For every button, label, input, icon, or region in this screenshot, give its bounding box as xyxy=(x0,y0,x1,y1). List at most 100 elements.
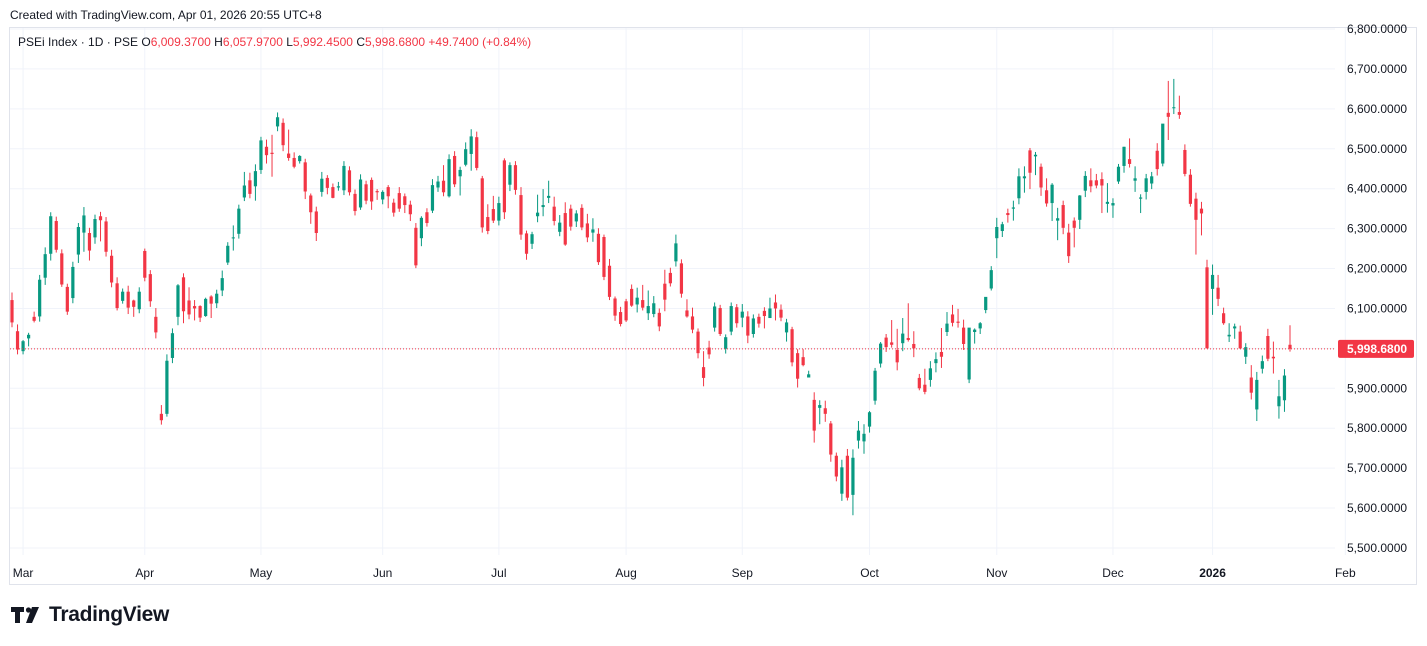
chart-frame[interactable] xyxy=(9,27,1417,585)
candle-body xyxy=(773,302,778,309)
candle-body xyxy=(939,351,944,357)
candle-body xyxy=(757,316,761,324)
candle-body xyxy=(486,217,490,232)
tradingview-logo[interactable]: TradingView xyxy=(11,603,169,627)
price-tick-label: 6,400.0000 xyxy=(1347,182,1407,196)
candle-body xyxy=(414,227,418,266)
candle-body xyxy=(1061,205,1065,228)
candle-body xyxy=(829,423,833,455)
candle-body xyxy=(685,310,689,317)
candle-body xyxy=(657,312,661,327)
candle-body xyxy=(452,155,457,185)
candle-body xyxy=(956,321,960,323)
candle-body xyxy=(1127,159,1132,164)
candle-body xyxy=(823,408,827,414)
time-axis[interactable]: MarAprMayJunJulAugSepOctNovDec2026FebMar… xyxy=(13,566,1427,580)
time-tick-label: Dec xyxy=(1102,566,1123,580)
candle-body xyxy=(109,255,114,283)
candle-body xyxy=(613,298,617,316)
candle-body xyxy=(209,296,213,304)
candle-body xyxy=(607,265,612,297)
candle-body xyxy=(923,384,927,392)
candle-body xyxy=(784,322,789,333)
candle-body xyxy=(21,341,25,352)
candle-body xyxy=(26,334,31,339)
candle-body xyxy=(1260,361,1264,369)
candle-body xyxy=(945,323,949,333)
candle-body xyxy=(646,306,650,314)
candle-body xyxy=(115,283,119,309)
candle-body xyxy=(76,227,80,255)
candle-body xyxy=(1216,287,1220,299)
candle-body xyxy=(796,353,800,379)
candle-body xyxy=(220,278,224,291)
candle-body xyxy=(248,180,252,194)
candle-body xyxy=(873,370,877,401)
candle-body xyxy=(591,229,595,233)
candle-body xyxy=(176,285,180,317)
candle-body xyxy=(1105,201,1110,204)
symbol-label[interactable]: PSEi Index · 1D · PSE xyxy=(18,35,139,49)
candle-body xyxy=(358,179,363,208)
candle-body xyxy=(54,221,58,250)
candle-body xyxy=(419,217,424,239)
candle-body xyxy=(779,309,783,318)
candle-body xyxy=(818,405,822,408)
candle-body xyxy=(746,316,750,336)
candle-body xyxy=(347,170,352,193)
candle-body xyxy=(364,184,368,201)
candle-body xyxy=(812,399,816,431)
candle-body xyxy=(1000,224,1004,232)
candle-body xyxy=(309,195,313,213)
candle-body xyxy=(989,270,993,289)
candle-body xyxy=(995,227,999,239)
candle-body xyxy=(1022,176,1027,179)
candle-body xyxy=(15,331,20,350)
candle-body xyxy=(1116,166,1121,182)
candle-body xyxy=(1056,218,1060,221)
price-axis[interactable]: 5,500.0000 5,600.0000 5,700.0000 5,800.0000… xyxy=(1347,22,1407,555)
candle-body xyxy=(1155,150,1159,170)
time-tick-label: Apr xyxy=(135,566,154,580)
candle-body xyxy=(425,212,429,224)
candle-body xyxy=(132,300,136,307)
candle-body xyxy=(126,291,130,308)
candle-body xyxy=(1238,331,1242,349)
candle-body xyxy=(862,433,866,442)
candle-body xyxy=(618,312,623,325)
candle-body xyxy=(707,347,711,355)
candle-body xyxy=(1011,207,1015,209)
candle-body xyxy=(1078,195,1082,220)
candle-body xyxy=(298,155,302,162)
candle-body xyxy=(386,187,390,197)
close-value: 5,998.6800 xyxy=(364,35,426,49)
time-tick-label: Feb xyxy=(1335,566,1356,580)
candle-body xyxy=(320,178,324,192)
candle-body xyxy=(192,306,197,309)
candle-body xyxy=(464,149,468,165)
candle-body xyxy=(1044,190,1049,204)
candle-body xyxy=(342,165,346,191)
price-tick-label: 6,100.0000 xyxy=(1347,301,1407,315)
candle-body xyxy=(867,412,872,427)
candle-body xyxy=(98,216,103,221)
candle-body xyxy=(1122,146,1126,166)
candle-body xyxy=(1006,213,1010,216)
candle-body xyxy=(541,205,545,208)
low-value: 5,992.4500 xyxy=(292,35,353,49)
low-label: L xyxy=(286,35,293,49)
candle-body xyxy=(950,314,955,323)
candle-body xyxy=(574,213,578,222)
candle-body xyxy=(984,296,988,311)
candle-body xyxy=(1222,313,1226,324)
candle-body xyxy=(1144,178,1148,192)
price-tick-label: 6,800.0000 xyxy=(1347,22,1407,36)
candle-body xyxy=(1050,184,1054,204)
candle-body xyxy=(884,337,888,348)
candle-body xyxy=(928,368,932,380)
candle-body xyxy=(497,203,501,221)
candle-body xyxy=(1244,347,1248,357)
candle-body xyxy=(845,455,850,498)
candle-body xyxy=(49,216,53,254)
